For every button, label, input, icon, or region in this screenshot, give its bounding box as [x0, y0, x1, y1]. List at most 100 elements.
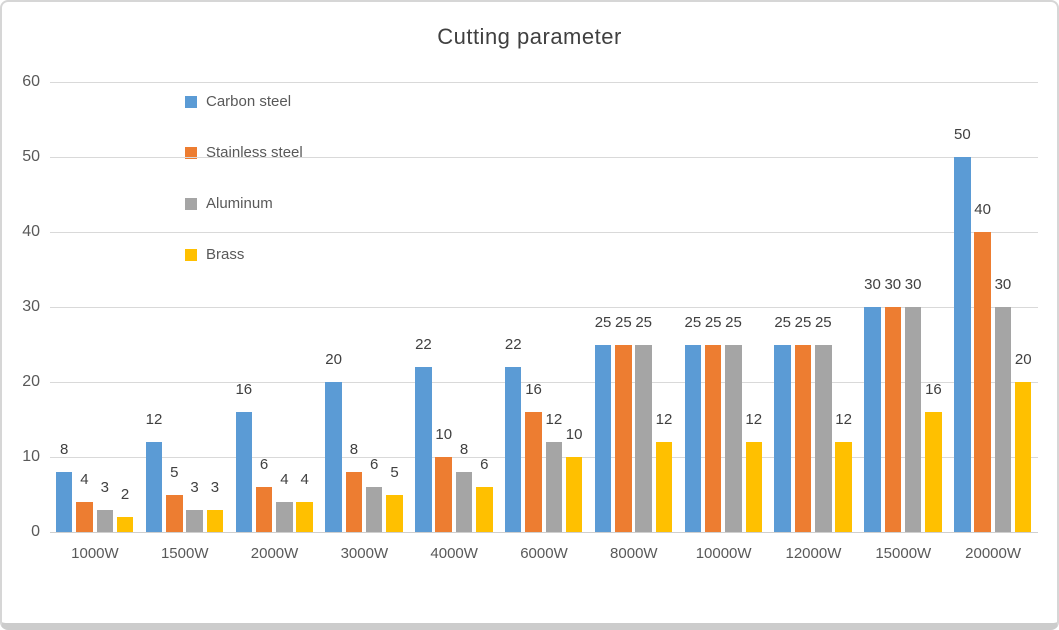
x-axis-category-label: 15000W: [875, 545, 932, 562]
bar-stainless-steel: [166, 494, 183, 532]
bar-brass: [206, 509, 224, 532]
bar-value-label: 25: [635, 313, 652, 331]
bar-value-label: 10: [435, 426, 453, 443]
legend-swatch: [185, 95, 197, 108]
x-axis-category-label: 12000W: [785, 545, 842, 562]
bar-value-label: 4: [280, 471, 289, 488]
legend-item-label: Brass: [206, 246, 245, 263]
bar-aluminum: [904, 307, 922, 532]
x-axis-category-label: 6000W: [520, 545, 568, 562]
legend-item-label: Aluminum: [206, 195, 273, 212]
bar-value-label: 25: [684, 313, 702, 331]
bar-value-label: 25: [594, 313, 612, 331]
bar-brass: [476, 487, 493, 532]
bar-brass: [296, 502, 313, 532]
x-axis-category-label: 1500W: [160, 545, 209, 562]
bar-stainless-steel: [76, 502, 93, 532]
gridline: [50, 231, 1038, 233]
bar-value-label: 16: [525, 381, 542, 398]
bar-value-label: 12: [745, 411, 763, 428]
bar-value-label: 20: [1014, 351, 1032, 368]
bar-value-label: 30: [904, 276, 922, 293]
gridline: [50, 381, 1038, 383]
bar-aluminum: [994, 307, 1012, 532]
x-axis-category-label: 3000W: [340, 545, 389, 562]
bar-value-label: 3: [190, 478, 199, 496]
bar-value-label: 16: [925, 381, 942, 398]
legend-item-carbon-steel: Carbon steel: [185, 94, 303, 109]
legend-item-aluminum: Aluminum: [185, 195, 303, 212]
legend-item-brass: Brass: [185, 246, 303, 263]
legend-item-stainless-steel: Stainless steel: [185, 144, 303, 161]
bar-value-label: 4: [300, 471, 309, 488]
gridline: [50, 456, 1038, 458]
y-axis-tick-label: 20: [22, 373, 40, 390]
bar-aluminum: [725, 344, 742, 532]
y-axis-tick-label: 50: [22, 148, 40, 165]
gridline: [50, 306, 1038, 308]
bar-value-label: 6: [259, 456, 269, 473]
chart-title: Cutting parameter: [437, 24, 622, 49]
bar-value-label: 6: [480, 456, 489, 473]
bar-carbon-steel: [864, 307, 881, 532]
y-axis-tick-label: 0: [31, 523, 40, 540]
bar-stainless-steel: [525, 412, 542, 532]
bar-carbon-steel: [325, 382, 342, 532]
bar-brass: [116, 517, 134, 532]
bar-value-label: 22: [504, 336, 522, 353]
bar-aluminum: [455, 472, 473, 532]
bar-value-label: 8: [59, 441, 69, 458]
legend-item-label: Stainless steel: [206, 144, 303, 161]
bar-value-label: 20: [325, 351, 342, 368]
bar-value-label: 4: [80, 471, 89, 488]
x-axis-category-label: 2000W: [250, 545, 299, 562]
bar-value-label: 25: [794, 313, 812, 331]
x-axis-category-label: 10000W: [695, 545, 752, 562]
bar-carbon-steel: [774, 344, 791, 532]
bar-value-label: 5: [170, 463, 179, 481]
bar-value-label: 12: [145, 411, 163, 428]
bar-value-label: 40: [974, 201, 991, 218]
bar-value-label: 3: [210, 478, 220, 496]
bar-brass: [565, 457, 583, 532]
bar-aluminum: [186, 509, 203, 532]
bar-value-label: 30: [994, 276, 1012, 293]
bar-stainless-steel: [794, 344, 812, 532]
bar-value-label: 6: [370, 456, 379, 473]
bar-aluminum: [635, 344, 652, 532]
bar-carbon-steel: [145, 442, 163, 532]
legend: Carbon steel Stainless steel Aluminum Brass: [185, 94, 303, 299]
bar-carbon-steel: [954, 157, 971, 532]
y-axis-tick-label: 40: [22, 223, 40, 240]
legend-swatch: [185, 197, 197, 210]
y-axis-tick-label: 30: [22, 298, 40, 315]
gridline: [50, 156, 1038, 158]
bar-value-label: 22: [415, 336, 432, 353]
bar-carbon-steel: [684, 344, 702, 532]
bar-value-label: 3: [100, 478, 109, 496]
bar-value-label: 30: [884, 276, 902, 293]
bar-value-label: 8: [459, 441, 469, 458]
x-axis-category-label: 1000W: [71, 545, 119, 562]
x-axis-category-label: 4000W: [430, 545, 478, 562]
bar-value-label: 10: [565, 426, 583, 443]
bar-carbon-steel: [235, 412, 253, 532]
bar-brass: [925, 412, 942, 532]
bar-value-label: 8: [349, 441, 359, 458]
bar-stainless-steel: [345, 472, 363, 532]
bar-brass: [835, 442, 852, 532]
gridline: [50, 81, 1038, 83]
bar-value-label: 2: [120, 486, 130, 503]
bar-brass: [655, 442, 673, 532]
bar-stainless-steel: [974, 232, 991, 532]
bar-value-label: 5: [390, 463, 399, 481]
bar-value-label: 50: [953, 126, 971, 143]
bar-aluminum: [96, 509, 113, 532]
bar-carbon-steel: [594, 344, 612, 532]
bar-value-label: 25: [704, 313, 722, 331]
x-axis-line: [50, 531, 1038, 533]
bar-stainless-steel: [255, 487, 273, 532]
bar-aluminum: [276, 502, 293, 532]
bar-aluminum: [815, 344, 832, 532]
